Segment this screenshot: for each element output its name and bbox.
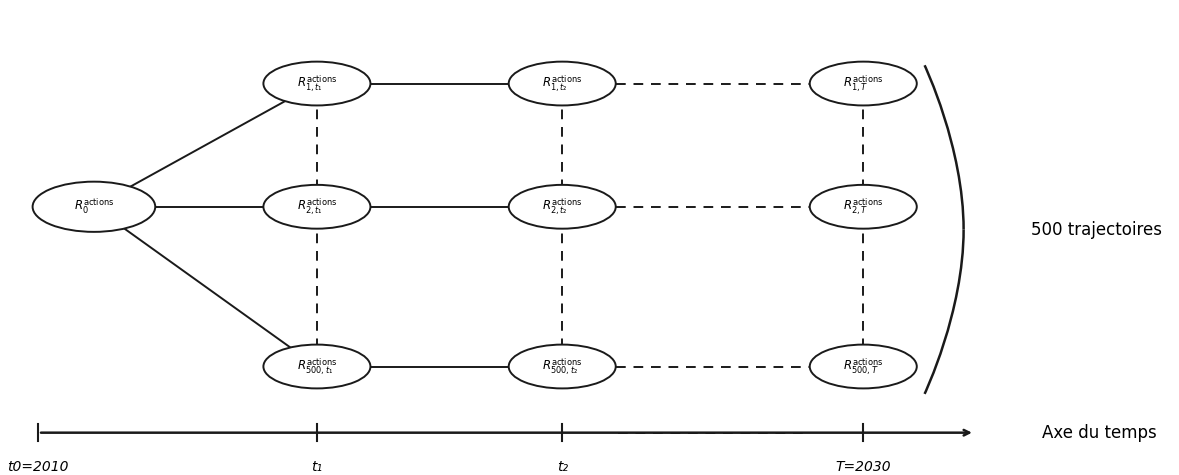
Text: $R_{500,T}^{\mathrm{actions}}$: $R_{500,T}^{\mathrm{actions}}$ <box>843 356 883 377</box>
Text: $R_{2,t₂}^{\mathrm{actions}}$: $R_{2,t₂}^{\mathrm{actions}}$ <box>542 197 582 217</box>
Text: t0=2010: t0=2010 <box>7 460 68 474</box>
Circle shape <box>263 62 370 105</box>
Text: $R_{1,t₁}^{\mathrm{actions}}$: $R_{1,t₁}^{\mathrm{actions}}$ <box>297 73 337 94</box>
Text: $R_{1,T}^{\mathrm{actions}}$: $R_{1,T}^{\mathrm{actions}}$ <box>843 73 883 94</box>
Circle shape <box>33 181 156 232</box>
Circle shape <box>508 62 615 105</box>
Text: $R_{1,t₂}^{\mathrm{actions}}$: $R_{1,t₂}^{\mathrm{actions}}$ <box>542 73 582 94</box>
Circle shape <box>508 344 615 389</box>
Text: $R_{500,t₁}^{\mathrm{actions}}$: $R_{500,t₁}^{\mathrm{actions}}$ <box>297 356 337 377</box>
Circle shape <box>810 185 917 228</box>
Circle shape <box>810 62 917 105</box>
Text: T=2030: T=2030 <box>836 460 891 474</box>
Text: $R_{2,t₁}^{\mathrm{actions}}$: $R_{2,t₁}^{\mathrm{actions}}$ <box>297 197 337 217</box>
Circle shape <box>810 344 917 389</box>
Circle shape <box>263 344 370 389</box>
Text: Axe du temps: Axe du temps <box>1042 424 1157 442</box>
Text: $R_{2,T}^{\mathrm{actions}}$: $R_{2,T}^{\mathrm{actions}}$ <box>843 197 883 217</box>
Circle shape <box>508 185 615 228</box>
Circle shape <box>263 185 370 228</box>
Text: 500 trajectoires: 500 trajectoires <box>1030 220 1161 238</box>
Text: $R_{0}^{\mathrm{actions}}$: $R_{0}^{\mathrm{actions}}$ <box>74 197 114 217</box>
Text: $R_{500,t₂}^{\mathrm{actions}}$: $R_{500,t₂}^{\mathrm{actions}}$ <box>542 356 582 377</box>
Text: t₂: t₂ <box>556 460 568 474</box>
Text: t₁: t₁ <box>311 460 323 474</box>
